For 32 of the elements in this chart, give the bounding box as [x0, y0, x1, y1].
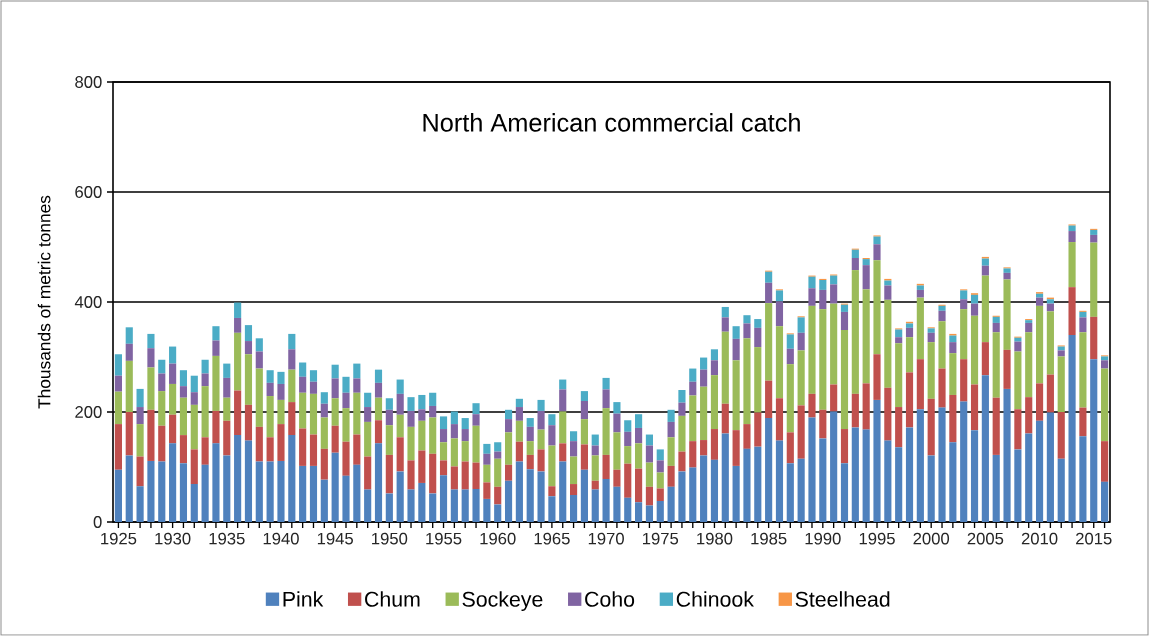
x-tick-label: 1955 [426, 532, 462, 545]
legend-label: Coho [585, 591, 635, 607]
x-tick-label: 1940 [263, 532, 299, 545]
x-tick-label: 1965 [534, 532, 570, 545]
x-tick-label: 2010 [1021, 532, 1058, 545]
x-tick-label: 1995 [859, 532, 895, 545]
x-tick-label: 1960 [480, 532, 516, 545]
legend-label: Chum [365, 591, 420, 607]
legend-label: Chinook [676, 591, 754, 607]
x-tick-label: 1925 [101, 532, 137, 545]
x-tick-label: 2015 [1076, 532, 1112, 545]
y-tick-label: 200 [75, 406, 102, 418]
x-tick-label: 1950 [372, 532, 408, 545]
y-tick-label: 800 [75, 76, 102, 88]
y-tick-label: 600 [75, 186, 102, 198]
x-tick-label: 2005 [967, 532, 1004, 545]
text: North American commercial catch [423, 113, 800, 132]
x-tick-label: 1990 [805, 532, 841, 545]
x-tick-label: 1975 [643, 532, 679, 545]
y-tick-label: 400 [74, 296, 102, 308]
legend-label: Steelhead [795, 591, 890, 607]
x-tick-label: 1935 [209, 532, 245, 545]
x-tick-label: 2000 [913, 532, 950, 545]
x-tick-label: 1985 [751, 532, 787, 545]
x-tick-label: 1970 [588, 532, 624, 545]
y-axis-title: Thousands of metric tonnes [37, 195, 51, 409]
x-tick-label: 1945 [317, 532, 353, 545]
x-tick-label: 1980 [697, 532, 733, 545]
x-tick-label: 1930 [155, 532, 191, 545]
y-tick-label: 0 [93, 516, 102, 528]
legend-label: Sockeye [462, 591, 543, 612]
legend-label: Pink [283, 591, 324, 607]
